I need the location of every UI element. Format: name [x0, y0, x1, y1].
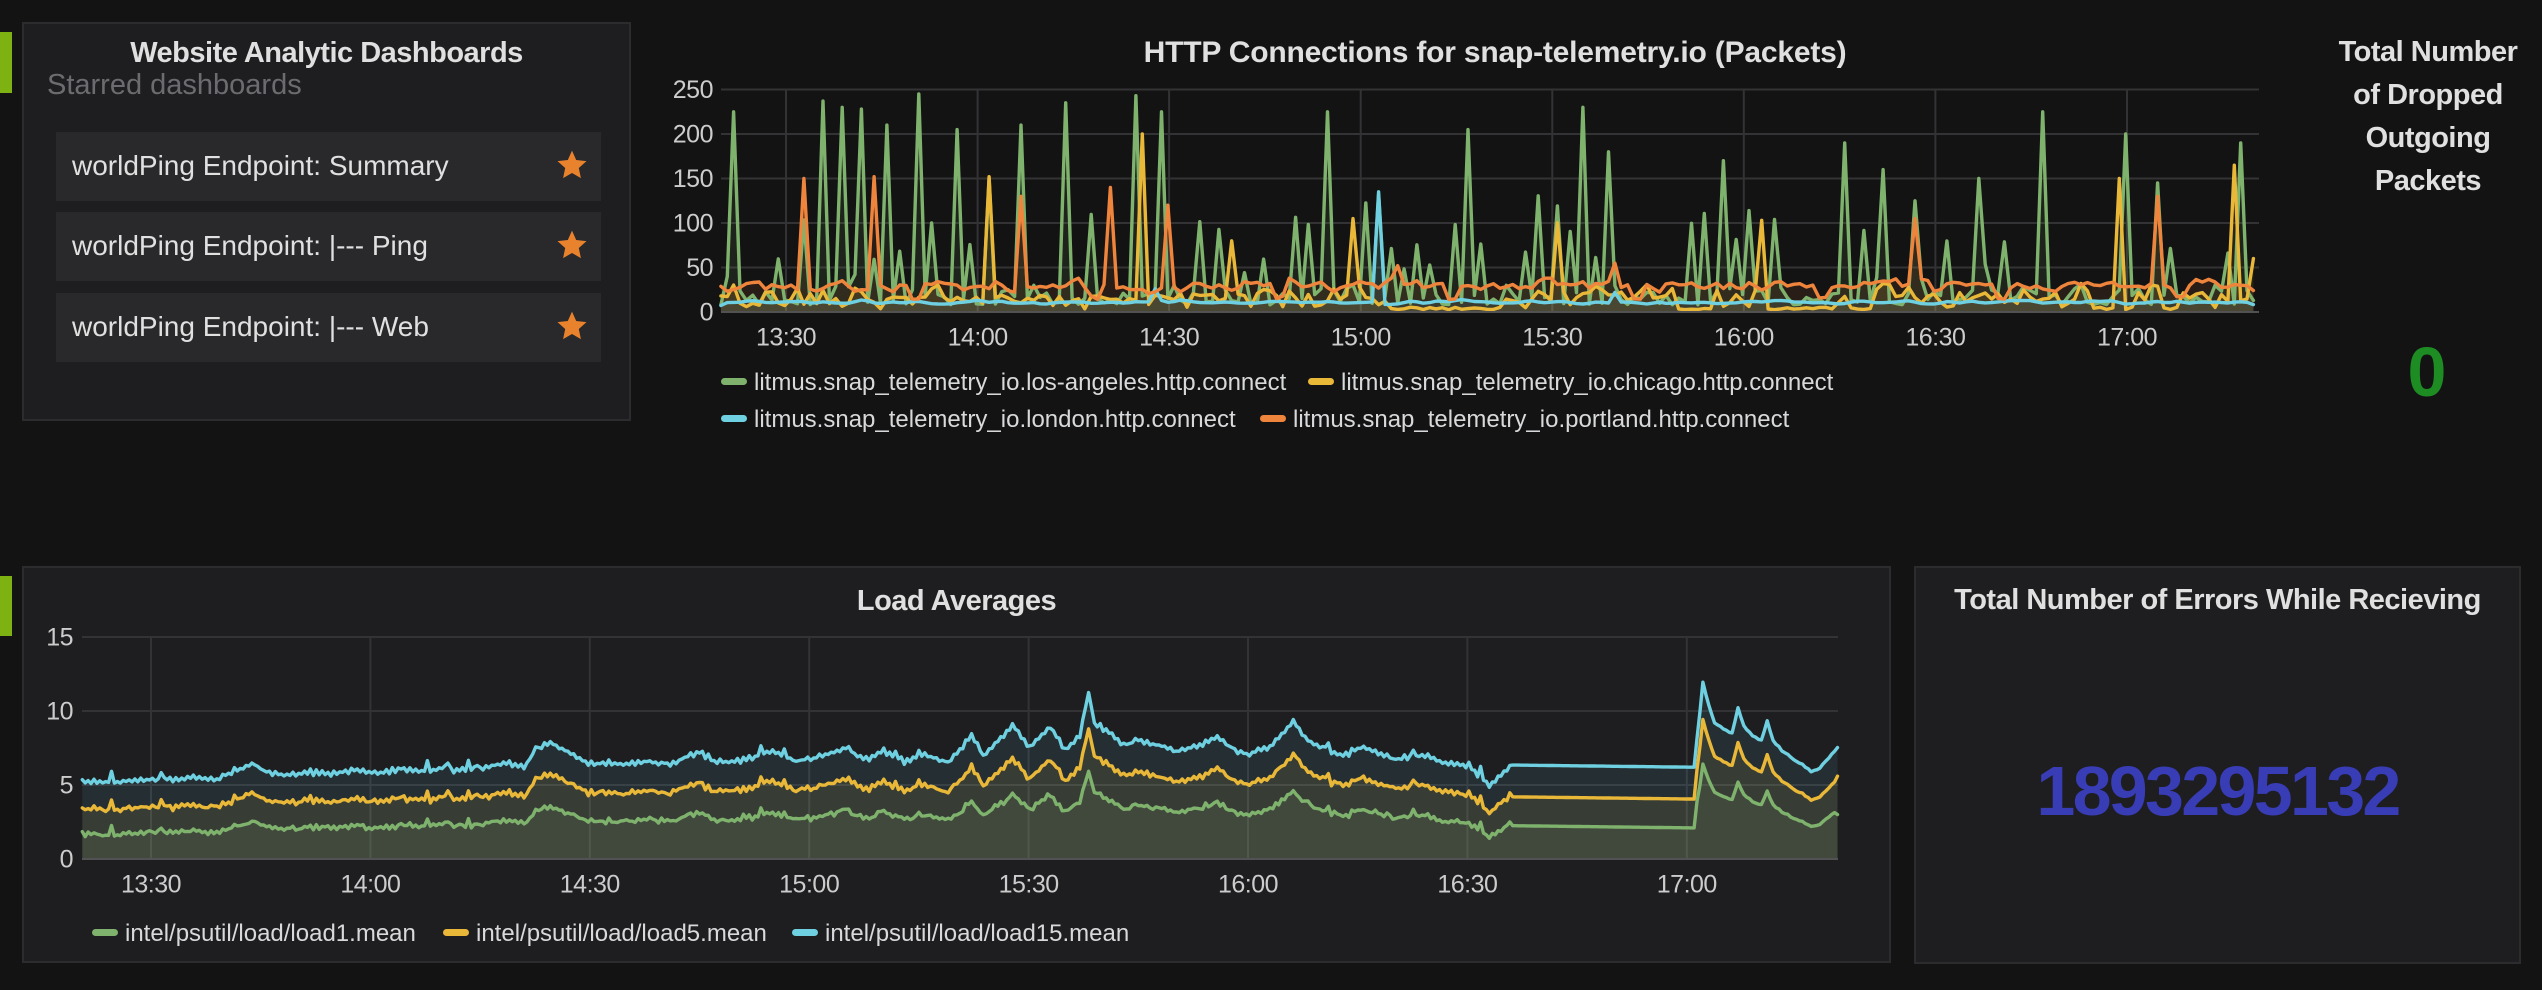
svg-text:16:30: 16:30 — [1905, 324, 1965, 352]
svg-text:16:00: 16:00 — [1218, 871, 1278, 899]
svg-text:10: 10 — [46, 698, 73, 726]
svg-text:0: 0 — [60, 846, 73, 874]
svg-text:16:30: 16:30 — [1437, 871, 1497, 899]
svg-text:5: 5 — [60, 772, 73, 800]
svg-text:50: 50 — [686, 254, 713, 282]
svg-text:15:00: 15:00 — [1331, 324, 1391, 352]
svg-text:100: 100 — [673, 210, 713, 238]
svg-text:15: 15 — [46, 624, 73, 652]
svg-text:200: 200 — [673, 121, 713, 149]
svg-text:15:30: 15:30 — [1522, 324, 1582, 352]
svg-text:14:00: 14:00 — [340, 871, 400, 899]
svg-text:15:30: 15:30 — [999, 871, 1059, 899]
svg-text:17:00: 17:00 — [1657, 871, 1717, 899]
svg-text:150: 150 — [673, 165, 713, 193]
svg-text:0: 0 — [700, 299, 713, 327]
svg-text:16:00: 16:00 — [1714, 324, 1774, 352]
svg-text:13:30: 13:30 — [121, 871, 181, 899]
svg-text:15:00: 15:00 — [779, 871, 839, 899]
svg-text:14:30: 14:30 — [1139, 324, 1199, 352]
svg-text:17:00: 17:00 — [2097, 324, 2157, 352]
svg-text:13:30: 13:30 — [756, 324, 816, 352]
svg-text:250: 250 — [673, 76, 713, 104]
svg-text:14:30: 14:30 — [560, 871, 620, 899]
svg-text:14:00: 14:00 — [948, 324, 1008, 352]
